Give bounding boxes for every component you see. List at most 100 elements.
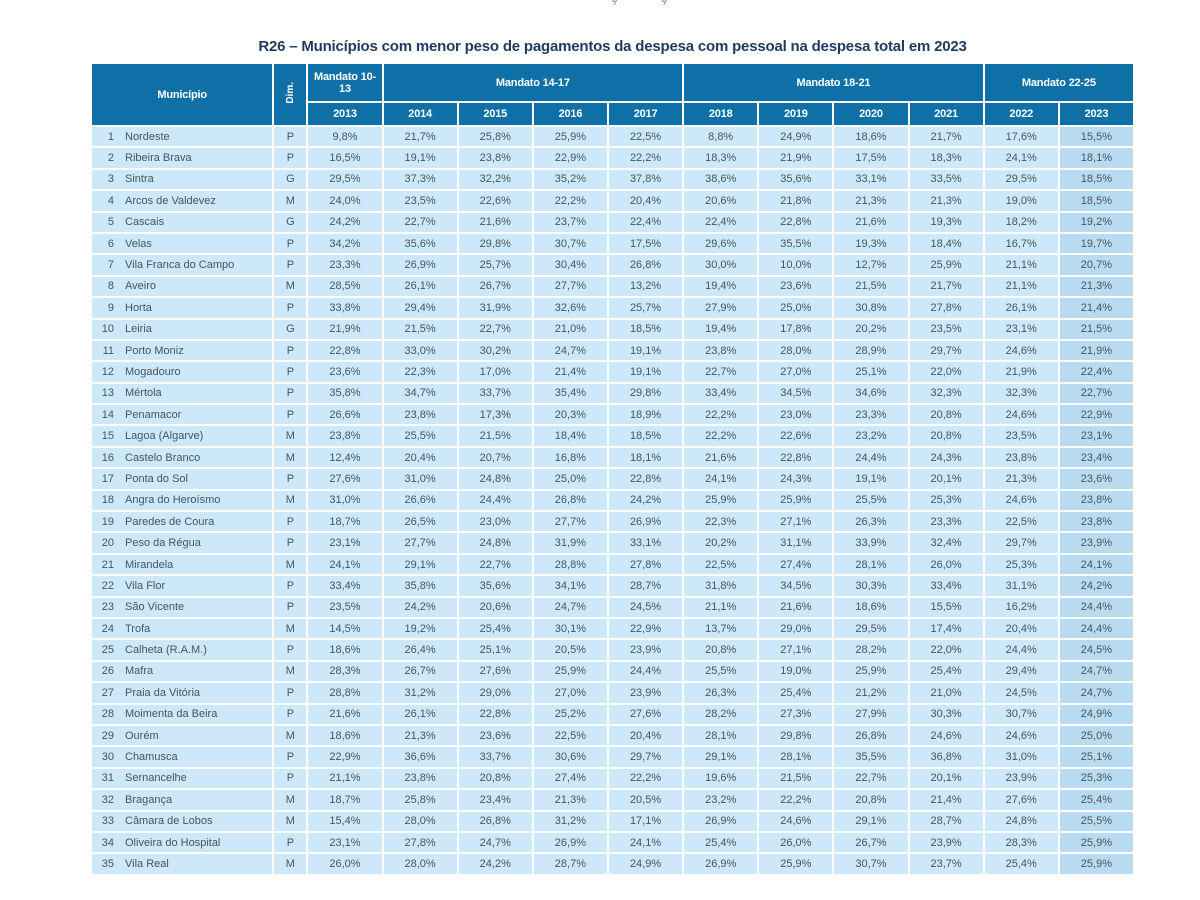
value-cell-2023: 23,6% bbox=[1059, 469, 1133, 489]
row-rank: 26 bbox=[101, 665, 114, 678]
value-cell-2021: 24,3% bbox=[909, 447, 983, 468]
municipality-cell: 31 Sernancelhe bbox=[92, 768, 273, 789]
municipality-cell: 21 Mirandela bbox=[92, 554, 273, 575]
value-cell-2019: 29,0% bbox=[759, 618, 833, 639]
municipality-name: Angra do Heroísmo bbox=[125, 494, 221, 507]
municipality-name: Oliveira do Hospital bbox=[125, 836, 221, 849]
dimension-cell: P bbox=[274, 683, 307, 703]
value-cell-2020: 29,5% bbox=[834, 618, 908, 639]
value-cell-2022: 23,8% bbox=[984, 447, 1058, 468]
value-cell-2015: 21,6% bbox=[458, 212, 532, 232]
table-row: 17 Ponta do Sol P 27,6% 31,0% 24,8% 25,0% 22,8%… bbox=[92, 469, 1133, 489]
value-cell-2021: 17,4% bbox=[909, 618, 983, 639]
cutoff-header-fragment-left: ç bbox=[611, 0, 618, 5]
table-row: 26 Mafra M 28,3% 26,7% 27,6% 25,9% 24,4% 25,5% 19… bbox=[92, 661, 1133, 682]
value-cell-2015: 23,4% bbox=[458, 790, 532, 810]
value-cell-2015: 23,6% bbox=[458, 725, 532, 746]
value-cell-2018: 23,2% bbox=[684, 790, 758, 810]
municipality-cell: 15 Lagoa (Algarve) bbox=[92, 426, 273, 446]
value-cell-2021: 23,7% bbox=[909, 854, 983, 874]
value-cell-2023: 24,7% bbox=[1059, 683, 1133, 703]
dimension-cell: P bbox=[274, 383, 307, 404]
value-cell-2022: 23,9% bbox=[984, 768, 1058, 789]
value-cell-2015: 23,8% bbox=[458, 148, 532, 168]
row-rank: 27 bbox=[101, 686, 114, 699]
value-cell-2022: 31,1% bbox=[984, 576, 1058, 596]
row-rank: 15 bbox=[101, 430, 114, 443]
value-cell-2017: 22,5% bbox=[608, 127, 683, 147]
value-cell-2015: 26,7% bbox=[458, 276, 532, 297]
municipality-cell: 28 Moimenta da Beira bbox=[92, 704, 273, 724]
dimension-cell: M bbox=[274, 790, 307, 810]
value-cell-2015: 35,6% bbox=[458, 576, 532, 596]
value-cell-2019: 23,6% bbox=[759, 276, 833, 297]
value-cell-2019: 24,9% bbox=[759, 127, 833, 147]
value-cell-2017: 24,9% bbox=[608, 854, 683, 874]
municipality-name: Arcos de Valdevez bbox=[125, 194, 216, 207]
dimension-cell: P bbox=[274, 640, 307, 660]
value-cell-2019: 27,1% bbox=[759, 640, 833, 660]
value-cell-2013: 22,9% bbox=[308, 747, 382, 767]
value-cell-2019: 24,6% bbox=[759, 811, 833, 831]
value-cell-2014: 19,2% bbox=[383, 618, 457, 639]
municipality-name: Mafra bbox=[125, 665, 154, 678]
row-rank: 5 bbox=[107, 216, 114, 229]
value-cell-2016: 31,2% bbox=[533, 811, 607, 831]
value-cell-2021: 20,8% bbox=[909, 405, 983, 425]
table-row: 3 Sintra G 29,5% 37,3% 32,2% 35,2% 37,8% 38,6% 35… bbox=[92, 169, 1133, 190]
value-cell-2023: 24,7% bbox=[1059, 661, 1133, 682]
value-cell-2022: 21,3% bbox=[984, 469, 1058, 489]
value-cell-2013: 9,8% bbox=[308, 127, 382, 147]
value-cell-2022: 24,5% bbox=[984, 683, 1058, 703]
municipality-cell: 1 Nordeste bbox=[92, 127, 273, 147]
value-cell-2015: 25,8% bbox=[458, 127, 532, 147]
value-cell-2017: 24,2% bbox=[608, 490, 683, 511]
value-cell-2015: 31,9% bbox=[458, 298, 532, 318]
value-cell-2018: 22,7% bbox=[684, 362, 758, 382]
row-rank: 30 bbox=[101, 751, 114, 764]
value-cell-2023: 21,3% bbox=[1059, 276, 1133, 297]
value-cell-2023: 22,4% bbox=[1059, 362, 1133, 382]
value-cell-2019: 24,3% bbox=[759, 469, 833, 489]
value-cell-2018: 20,8% bbox=[684, 640, 758, 660]
value-cell-2021: 36,8% bbox=[909, 747, 983, 767]
value-cell-2020: 28,1% bbox=[834, 554, 908, 575]
value-cell-2015: 20,7% bbox=[458, 447, 532, 468]
municipality-cell: 8 Aveiro bbox=[92, 276, 273, 297]
value-cell-2020: 18,6% bbox=[834, 127, 908, 147]
municipality-name: Mirandela bbox=[125, 558, 174, 571]
dimension-cell: G bbox=[274, 212, 307, 232]
value-cell-2017: 22,4% bbox=[608, 212, 683, 232]
value-cell-2013: 15,4% bbox=[308, 811, 382, 831]
table-row: 33 Câmara de Lobos M 15,4% 28,0% 26,8% 31,2% 17… bbox=[92, 811, 1133, 831]
value-cell-2021: 27,8% bbox=[909, 298, 983, 318]
value-cell-2013: 18,6% bbox=[308, 725, 382, 746]
header-group-row: Município Dim. Mandato 10-13 Mandato 14-1… bbox=[92, 64, 1133, 125]
value-cell-2020: 19,3% bbox=[834, 233, 908, 254]
value-cell-2018: 20,6% bbox=[684, 191, 758, 211]
municipality-name: Vila Franca do Campo bbox=[125, 259, 235, 272]
municipality-cell: 2 Ribeira Brava bbox=[92, 148, 273, 168]
table-row: 25 Calheta (R.A.M.) P 18,6% 26,4% 25,1% 20,5% 2… bbox=[92, 640, 1133, 660]
value-cell-2016: 20,3% bbox=[533, 405, 607, 425]
value-cell-2015: 27,6% bbox=[458, 661, 532, 682]
value-cell-2015: 20,6% bbox=[458, 597, 532, 617]
municipality-name: Chamusca bbox=[125, 751, 178, 764]
table-row: 29 Ourém M 18,6% 21,3% 23,6% 22,5% 20,4% 28,1% 29… bbox=[92, 725, 1133, 746]
value-cell-2022: 29,4% bbox=[984, 661, 1058, 682]
value-cell-2019: 23,0% bbox=[759, 405, 833, 425]
municipality-name: São Vicente bbox=[125, 601, 185, 614]
municipality-name: Ribeira Brava bbox=[125, 152, 192, 165]
value-cell-2017: 22,8% bbox=[608, 469, 683, 489]
value-cell-2018: 22,2% bbox=[684, 426, 758, 446]
value-cell-2023: 25,1% bbox=[1059, 747, 1133, 767]
value-cell-2021: 21,3% bbox=[909, 191, 983, 211]
value-cell-2021: 23,9% bbox=[909, 832, 983, 853]
municipality-cell: 3 Sintra bbox=[92, 169, 273, 190]
value-cell-2013: 18,7% bbox=[308, 790, 382, 810]
table-row: 14 Penamacor P 26,6% 23,8% 17,3% 20,3% 18,9% 22,… bbox=[92, 405, 1133, 425]
value-cell-2021: 25,4% bbox=[909, 661, 983, 682]
value-cell-2014: 26,6% bbox=[383, 490, 457, 511]
value-cell-2021: 25,3% bbox=[909, 490, 983, 511]
value-cell-2018: 21,1% bbox=[684, 597, 758, 617]
